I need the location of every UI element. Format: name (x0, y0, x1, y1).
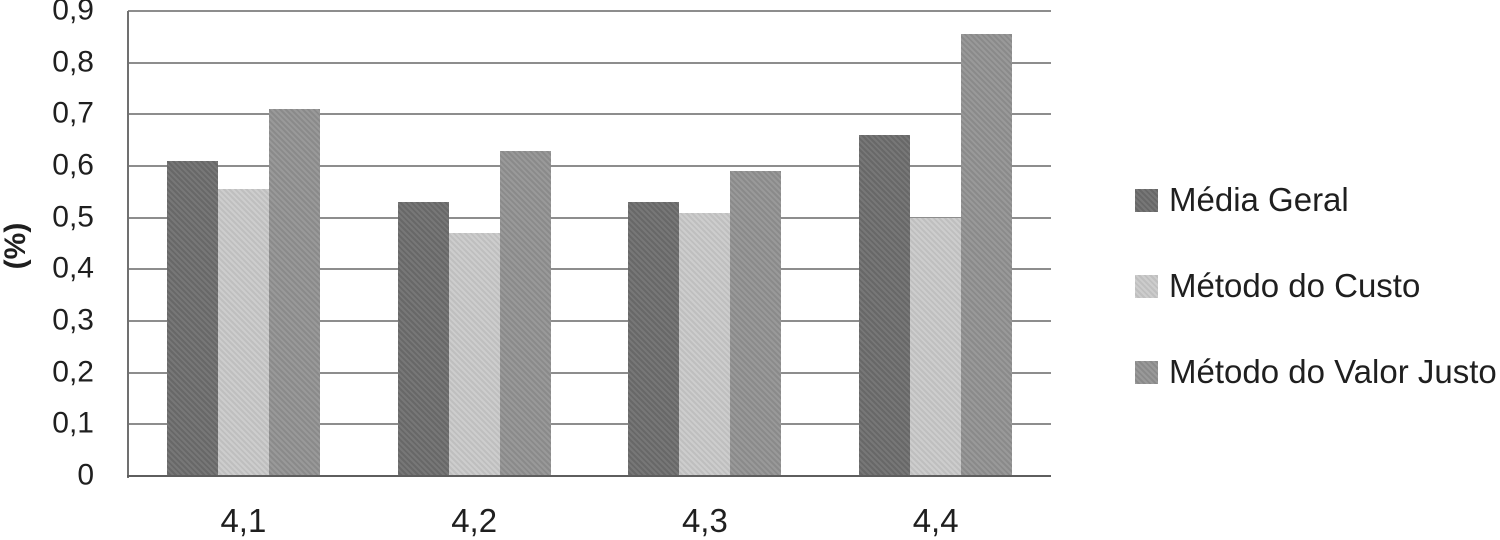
bar (679, 212, 731, 476)
y-tick-label: 0 (77, 458, 94, 492)
legend-item: Método do Valor Justo (1135, 353, 1497, 390)
bar (448, 233, 500, 476)
x-tick-label: 4,4 (912, 502, 959, 539)
bar (628, 202, 680, 476)
y-tick-label: 0,4 (52, 251, 94, 285)
gridline (128, 113, 1051, 116)
x-tick-label: 4,1 (220, 502, 267, 539)
gridline (128, 10, 1051, 12)
y-tick-label: 0,3 (52, 303, 94, 337)
y-tick-label: 0,8 (52, 44, 94, 78)
legend-label: Método do Valor Justo (1169, 353, 1497, 390)
gridline (128, 371, 1051, 374)
gridline (128, 216, 1051, 219)
y-axis-line (127, 11, 129, 478)
legend: Média Geral Método do Custo Método do Valo… (1135, 181, 1497, 390)
bar (730, 171, 782, 476)
gridline (128, 320, 1051, 322)
bar (499, 150, 551, 476)
y-tick-label: 0,6 (52, 148, 94, 182)
bar-group (590, 11, 821, 476)
bar-groups (128, 11, 1051, 476)
legend-swatch (1135, 360, 1158, 384)
bar (166, 160, 218, 476)
gridline (128, 268, 1051, 271)
y-tick-label: 0,9 (52, 0, 94, 27)
bar (217, 189, 269, 476)
bar (961, 34, 1013, 476)
legend-label: Método do Custo (1169, 267, 1421, 304)
legend-swatch (1135, 274, 1158, 298)
bar-group (359, 11, 590, 476)
bar (397, 202, 449, 476)
legend-item: Média Geral (1135, 181, 1497, 218)
gridline (128, 165, 1051, 167)
legend-label: Média Geral (1169, 181, 1349, 218)
legend-item: Método do Custo (1135, 267, 1497, 304)
x-tick-label: 4,3 (681, 502, 728, 539)
gridline (128, 61, 1051, 64)
gridline (128, 423, 1051, 426)
bar (268, 109, 320, 476)
y-tick-label: 0,5 (52, 199, 94, 233)
y-tick-label: 0,7 (52, 96, 94, 130)
legend-swatch (1135, 188, 1158, 212)
x-tick-label: 4,2 (451, 502, 498, 539)
bar-group (820, 11, 1051, 476)
x-axis-line (127, 475, 1051, 477)
bar-group (128, 11, 359, 476)
plot-area (127, 10, 1051, 478)
y-tick-label: 0,2 (52, 354, 94, 388)
bar (859, 135, 911, 476)
bar (910, 217, 962, 476)
y-tick-label: 0,1 (52, 406, 94, 440)
